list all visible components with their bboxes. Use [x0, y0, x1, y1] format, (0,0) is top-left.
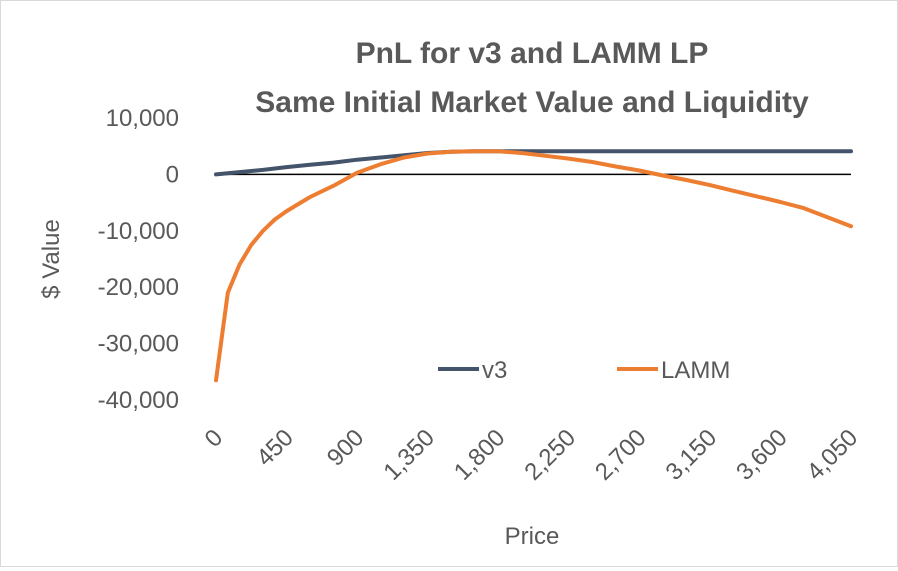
x-tick-label: 2,700 [590, 424, 652, 486]
x-tick-label: 3,600 [731, 424, 793, 486]
legend-label-v3: v3 [482, 357, 507, 384]
y-tick-label: -40,000 [98, 387, 179, 414]
y-axis-ticks: 10,000 0 -10,000 -20,000 -30,000 -40,000 [98, 105, 179, 414]
series-line-v3 [214, 149, 853, 177]
x-tick-label: 450 [251, 424, 298, 471]
chart-title: PnL for v3 and LAMM LP [356, 37, 709, 70]
y-axis-label: $ Value [38, 219, 65, 299]
x-tick-label: 1,800 [449, 424, 511, 486]
x-tick-label: 4,050 [802, 424, 864, 486]
x-tick-label: 2,250 [519, 424, 581, 486]
x-tick-label: 0 [200, 424, 229, 453]
x-tick-label: 1,350 [378, 424, 440, 486]
series-layer [214, 149, 853, 383]
legend-label-lamm: LAMM [661, 357, 730, 384]
x-axis-label: Price [505, 523, 560, 550]
x-axis-ticks: 0 450 900 1,350 1,800 2,250 2,700 3,150 3,600 4,0… [200, 424, 864, 486]
y-tick-label: -20,000 [98, 274, 179, 301]
y-tick-label: 0 [166, 161, 179, 188]
chart-subtitle: Same Initial Market Value and Liquidity [255, 86, 809, 119]
series-line-lamm [214, 149, 853, 383]
y-tick-label: 10,000 [106, 105, 179, 132]
legend: v3 LAMM [438, 357, 730, 384]
y-tick-label: -10,000 [98, 218, 179, 245]
x-tick-label: 3,150 [661, 424, 723, 486]
x-tick-label: 900 [322, 424, 369, 471]
y-tick-label: -30,000 [98, 331, 179, 358]
